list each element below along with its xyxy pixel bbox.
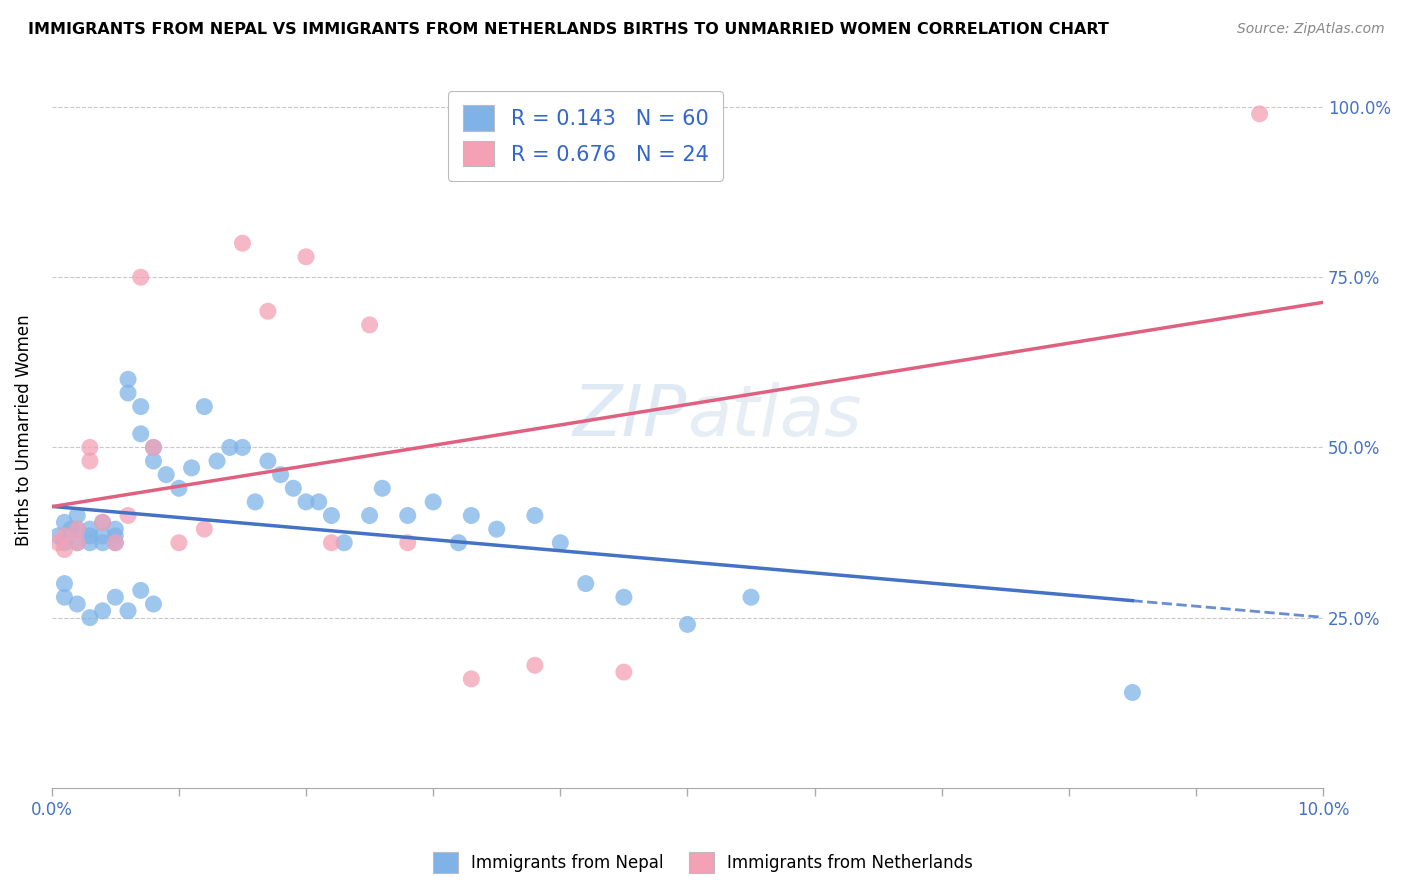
Point xyxy=(243,495,266,509)
Point xyxy=(104,535,127,549)
Point xyxy=(523,658,546,673)
Text: IMMIGRANTS FROM NEPAL VS IMMIGRANTS FROM NETHERLANDS BIRTHS TO UNMARRIED WOMEN C: IMMIGRANTS FROM NEPAL VS IMMIGRANTS FROM… xyxy=(28,22,1109,37)
Point xyxy=(485,522,508,536)
Text: Source: ZipAtlas.com: Source: ZipAtlas.com xyxy=(1237,22,1385,37)
Point xyxy=(79,454,101,468)
Point xyxy=(53,542,76,557)
Point xyxy=(79,441,101,455)
Point xyxy=(231,441,253,455)
Point xyxy=(523,508,546,523)
Legend: Immigrants from Nepal, Immigrants from Netherlands: Immigrants from Nepal, Immigrants from N… xyxy=(426,846,980,880)
Point xyxy=(613,665,636,679)
Point xyxy=(91,516,114,530)
Point xyxy=(321,535,343,549)
Point xyxy=(270,467,292,482)
Point xyxy=(129,270,152,285)
Point xyxy=(66,522,89,536)
Point xyxy=(53,591,76,605)
Point xyxy=(193,400,215,414)
Point xyxy=(104,535,127,549)
Point xyxy=(283,481,305,495)
Point xyxy=(79,522,101,536)
Point xyxy=(142,454,165,468)
Point xyxy=(104,522,127,536)
Point xyxy=(167,535,190,549)
Point xyxy=(66,522,89,536)
Point xyxy=(66,508,89,523)
Point xyxy=(740,591,762,605)
Point xyxy=(359,508,381,523)
Point xyxy=(575,576,598,591)
Point xyxy=(142,441,165,455)
Point xyxy=(1121,685,1143,699)
Point xyxy=(676,617,699,632)
Point xyxy=(460,672,482,686)
Point xyxy=(1249,107,1271,121)
Point xyxy=(295,250,318,264)
Point xyxy=(53,576,76,591)
Point xyxy=(460,508,482,523)
Point xyxy=(59,522,82,536)
Point xyxy=(613,591,636,605)
Text: atlas: atlas xyxy=(688,382,862,450)
Point xyxy=(91,529,114,543)
Point xyxy=(257,304,280,318)
Point xyxy=(155,467,177,482)
Point xyxy=(53,516,76,530)
Point xyxy=(66,597,89,611)
Point xyxy=(205,454,228,468)
Point xyxy=(53,529,76,543)
Point xyxy=(396,535,419,549)
Point xyxy=(117,508,139,523)
Point xyxy=(104,529,127,543)
Point xyxy=(91,516,114,530)
Point xyxy=(396,508,419,523)
Point xyxy=(257,454,280,468)
Y-axis label: Births to Unmarried Women: Births to Unmarried Women xyxy=(15,315,32,546)
Point xyxy=(117,372,139,386)
Point xyxy=(308,495,330,509)
Point xyxy=(359,318,381,332)
Point xyxy=(447,535,470,549)
Point xyxy=(295,495,318,509)
Point xyxy=(66,535,89,549)
Point xyxy=(142,597,165,611)
Point xyxy=(117,386,139,401)
Point xyxy=(167,481,190,495)
Point xyxy=(46,535,69,549)
Point xyxy=(422,495,444,509)
Point xyxy=(231,236,253,251)
Point xyxy=(91,604,114,618)
Point xyxy=(79,529,101,543)
Point xyxy=(79,610,101,624)
Point xyxy=(129,400,152,414)
Point xyxy=(53,535,76,549)
Point xyxy=(142,441,165,455)
Point xyxy=(218,441,240,455)
Point xyxy=(66,535,89,549)
Point xyxy=(193,522,215,536)
Point xyxy=(550,535,572,549)
Point xyxy=(46,529,69,543)
Point xyxy=(321,508,343,523)
Point xyxy=(129,583,152,598)
Text: ZIP: ZIP xyxy=(574,382,688,450)
Point xyxy=(104,591,127,605)
Point xyxy=(129,426,152,441)
Point xyxy=(79,535,101,549)
Legend: R = 0.143   N = 60, R = 0.676   N = 24: R = 0.143 N = 60, R = 0.676 N = 24 xyxy=(449,91,723,181)
Point xyxy=(333,535,356,549)
Point xyxy=(91,535,114,549)
Point xyxy=(371,481,394,495)
Point xyxy=(180,460,202,475)
Point xyxy=(117,604,139,618)
